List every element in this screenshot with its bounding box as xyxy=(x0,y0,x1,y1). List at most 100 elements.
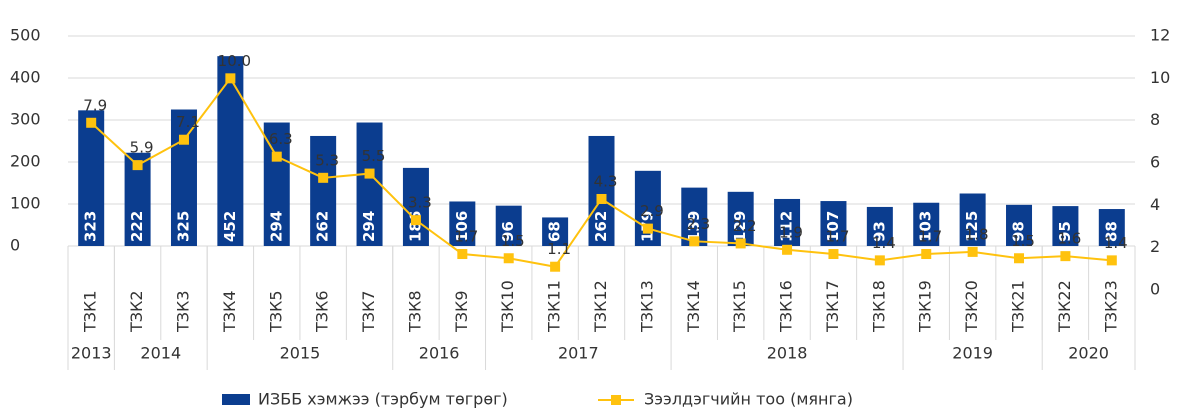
line-marker xyxy=(782,244,793,255)
bar-value-label: 125 xyxy=(963,211,981,242)
bar-value-label: 96 xyxy=(499,221,517,242)
bar-value-label: 129 xyxy=(731,211,749,242)
line-marker xyxy=(364,168,375,179)
y2-tick-label: 6 xyxy=(1150,153,1160,172)
bar-value-label: 107 xyxy=(824,211,842,242)
group-label: 2014 xyxy=(140,344,181,363)
x-tick-label: ТЗК14 xyxy=(684,280,703,333)
x-tick-label: ТЗК23 xyxy=(1101,280,1120,333)
x-tick-label: ТЗК16 xyxy=(777,280,796,333)
y2-tick-label: 10 xyxy=(1150,68,1170,87)
bar-value-label: 323 xyxy=(82,211,100,242)
group-label: 2015 xyxy=(280,344,321,363)
y2-tick-label: 0 xyxy=(1150,280,1160,299)
x-tick-label: ТЗК20 xyxy=(962,280,981,333)
x-tick-label: ТЗК9 xyxy=(452,290,471,333)
group-label: 2018 xyxy=(767,344,808,363)
line-value-label: 4.3 xyxy=(594,172,618,190)
line-marker xyxy=(1106,255,1117,266)
line-value-label: 1.7 xyxy=(454,228,478,246)
group-label: 2016 xyxy=(419,344,460,363)
bar xyxy=(913,202,940,246)
line-value-label: 2.9 xyxy=(640,202,664,220)
line-marker xyxy=(178,134,189,145)
group-label: 2017 xyxy=(558,344,599,363)
x-tick-label: ТЗК3 xyxy=(173,290,192,333)
legend-swatch xyxy=(611,395,621,405)
bar xyxy=(727,191,754,246)
bar-value-label: 262 xyxy=(592,211,610,242)
x-tick-label: ТЗК6 xyxy=(313,290,332,333)
line-value-label: 2.2 xyxy=(733,217,757,235)
line-marker xyxy=(457,249,468,260)
line-marker xyxy=(410,215,421,226)
x-tick-label: ТЗК11 xyxy=(545,280,564,333)
line-marker xyxy=(967,246,978,257)
bar xyxy=(820,201,847,246)
line-value-label: 2.3 xyxy=(686,215,710,233)
bar-value-label: 325 xyxy=(174,211,192,242)
bar xyxy=(495,205,522,246)
bar-value-label: 452 xyxy=(221,211,239,242)
line-marker xyxy=(735,238,746,249)
bar xyxy=(959,193,986,246)
line-marker xyxy=(271,151,282,162)
y-tick-label: 400 xyxy=(10,68,41,87)
y-tick-label: 500 xyxy=(10,26,41,45)
line-value-label: 5.3 xyxy=(315,151,339,169)
line-marker xyxy=(318,172,329,183)
x-tick-label: ТЗК1 xyxy=(81,290,100,333)
bar-value-label: 93 xyxy=(870,221,888,242)
bar-value-label: 98 xyxy=(1010,221,1028,242)
line-marker xyxy=(1060,251,1071,262)
x-tick-label: ТЗК7 xyxy=(359,290,378,333)
line-marker xyxy=(132,160,143,171)
bar-value-label: 222 xyxy=(128,211,146,242)
y-tick-label: 300 xyxy=(10,110,41,129)
line-value-label: 5.9 xyxy=(130,139,154,157)
bar-value-label: 106 xyxy=(453,211,471,242)
line-value-label: 1.5 xyxy=(501,232,525,250)
line-value-label: 1.1 xyxy=(547,240,571,258)
bar xyxy=(1052,206,1079,246)
x-tick-label: ТЗК21 xyxy=(1009,280,1028,333)
x-tick-label: ТЗК22 xyxy=(1055,280,1074,333)
line-marker xyxy=(503,253,514,264)
line-marker xyxy=(1014,253,1025,264)
group-label: 2020 xyxy=(1068,344,1109,363)
line-value-label: 1.8 xyxy=(965,225,989,243)
bar-value-label: 294 xyxy=(360,211,378,242)
legend: ИЗББ хэмжээ (тэрбум төгрөг) Зээлдэгчийн т… xyxy=(222,390,853,409)
x-tick-label: ТЗК10 xyxy=(498,280,517,333)
y2-tick-label: 4 xyxy=(1150,195,1160,214)
legend-label: Зээлдэгчийн тоо (мянга) xyxy=(644,390,853,409)
bar-value-label: 294 xyxy=(267,211,285,242)
y2-tick-label: 8 xyxy=(1150,110,1160,129)
bar-value-label: 103 xyxy=(917,211,935,242)
line-value-label: 1.5 xyxy=(1011,232,1035,250)
x-tick-label: ТЗК12 xyxy=(591,280,610,333)
y2-tick-label: 2 xyxy=(1150,237,1160,256)
bar xyxy=(310,135,337,246)
line-value-label: 3.3 xyxy=(408,194,432,212)
x-tick-label: ТЗК15 xyxy=(730,280,749,333)
bar xyxy=(542,217,569,246)
bar xyxy=(170,109,197,246)
line-value-label: 1.4 xyxy=(872,234,896,252)
bar-value-label: 139 xyxy=(685,211,703,242)
x-tick-label: ТЗК19 xyxy=(916,280,935,333)
bar-value-label: 262 xyxy=(314,211,332,242)
line-value-label: 10.0 xyxy=(218,52,251,70)
line-value-label: 1.7 xyxy=(826,228,850,246)
group-label: 2013 xyxy=(71,344,112,363)
bar xyxy=(78,110,105,246)
y-tick-label: 200 xyxy=(10,152,41,171)
line-marker xyxy=(689,236,700,247)
bar-value-label: 95 xyxy=(1056,221,1074,242)
bar xyxy=(774,198,801,246)
line-marker xyxy=(596,193,607,204)
bar xyxy=(588,135,615,246)
bar-value-label: 112 xyxy=(778,211,796,242)
x-tick-label: ТЗК5 xyxy=(266,290,285,333)
